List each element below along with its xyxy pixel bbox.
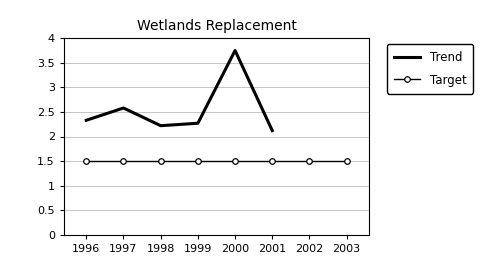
Target — [121, 159, 126, 163]
Line: Trend: Trend — [86, 51, 272, 130]
Target — [269, 159, 275, 163]
Trend — [232, 49, 238, 52]
Target — [83, 159, 89, 163]
Title: Wetlands Replacement: Wetlands Replacement — [137, 19, 296, 33]
Target — [232, 159, 238, 163]
Legend: Trend, Target: Trend, Target — [387, 44, 473, 94]
Target — [195, 159, 201, 163]
Trend — [83, 119, 89, 122]
Trend — [195, 121, 201, 125]
Target — [158, 159, 164, 163]
Line: Target: Target — [84, 158, 349, 164]
Target — [307, 159, 312, 163]
Target — [344, 159, 350, 163]
Trend — [269, 129, 275, 132]
Trend — [158, 124, 164, 127]
Trend — [121, 106, 126, 110]
